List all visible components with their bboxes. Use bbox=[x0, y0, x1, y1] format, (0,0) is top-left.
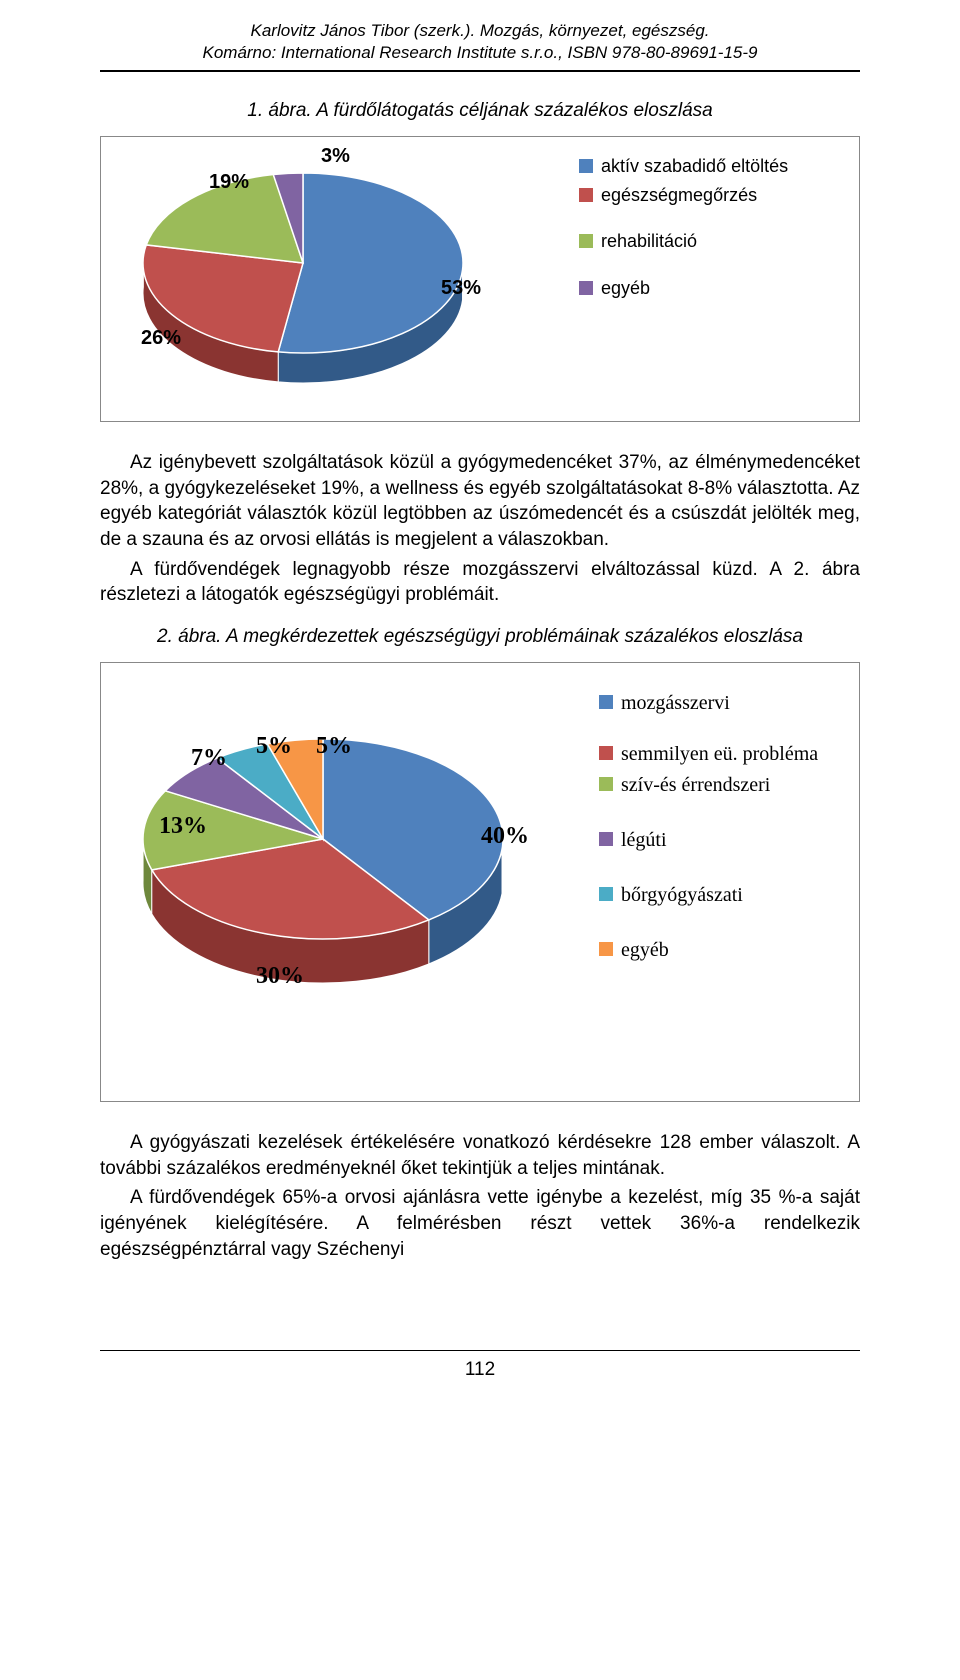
legend-item: egyéb bbox=[579, 277, 839, 300]
legend-label: mozgásszervi bbox=[621, 691, 730, 716]
legend-swatch bbox=[579, 234, 593, 248]
para-line: A fürdővendégek legnagyobb része mozgáss… bbox=[100, 557, 860, 608]
chart2-pct-40: 40% bbox=[481, 823, 529, 850]
legend-label: egészségmegőrzés bbox=[601, 184, 757, 207]
chart2-pct-13: 13% bbox=[159, 813, 207, 840]
footer-rule bbox=[100, 1350, 860, 1351]
legend-item: szív-és érrendszeri bbox=[599, 773, 839, 798]
legend-label: egyéb bbox=[621, 938, 669, 963]
legend-swatch bbox=[599, 777, 613, 791]
paragraph-1: Az igénybevett szolgáltatások közül a gy… bbox=[100, 450, 860, 608]
legend-swatch bbox=[579, 159, 593, 173]
chart1-pct-26: 26% bbox=[141, 327, 181, 350]
page-number: 112 bbox=[0, 1359, 960, 1381]
chart1-caption: 1. ábra. A fürdőlátogatás céljának száza… bbox=[100, 100, 860, 122]
legend-label: egyéb bbox=[601, 277, 650, 300]
legend-item: egyéb bbox=[599, 938, 839, 963]
legend-swatch bbox=[599, 746, 613, 760]
para-line: A fürdővendégek 65%-a orvosi ajánlásra v… bbox=[100, 1185, 860, 1262]
legend-item: aktív szabadidő eltöltés bbox=[579, 155, 839, 178]
chart2-pct-5a: 5% bbox=[256, 733, 292, 760]
chart1-legend: aktív szabadidő eltöltés egészségmegőrzé… bbox=[579, 155, 839, 305]
chart1-container: 53% 26% 19% 3% aktív szabadidő eltöltés … bbox=[100, 136, 860, 422]
chart2-caption: 2. ábra. A megkérdezettek egészségügyi p… bbox=[100, 626, 860, 648]
legend-item: egészségmegőrzés bbox=[579, 184, 839, 207]
legend-item: légúti bbox=[599, 828, 839, 853]
chart2-pct-5b: 5% bbox=[316, 733, 352, 760]
page-header: Karlovitz János Tibor (szerk.). Mozgás, … bbox=[100, 20, 860, 72]
legend-item: rehabilitáció bbox=[579, 230, 839, 253]
chart2-legend: mozgásszervi semmilyen eü. probléma szív… bbox=[599, 691, 839, 969]
paragraph-2: A gyógyászati kezelések értékelésére von… bbox=[100, 1130, 860, 1262]
page: Karlovitz János Tibor (szerk.). Mozgás, … bbox=[0, 0, 960, 1320]
chart2-pct-30: 30% bbox=[256, 963, 304, 990]
chart2-pct-7: 7% bbox=[191, 745, 227, 772]
chart1-pct-3: 3% bbox=[321, 145, 350, 168]
chart1-pie bbox=[137, 167, 469, 389]
header-line-1: Karlovitz János Tibor (szerk.). Mozgás, … bbox=[100, 20, 860, 42]
para-line: A gyógyászati kezelések értékelésére von… bbox=[100, 1130, 860, 1181]
legend-label: légúti bbox=[621, 828, 667, 853]
para-line: Az igénybevett szolgáltatások közül a gy… bbox=[100, 450, 860, 553]
chart2-container: 40% 30% 13% 7% 5% 5% mozgásszervi semmil… bbox=[100, 662, 860, 1102]
legend-item: bőrgyógyászati bbox=[599, 883, 839, 908]
legend-swatch bbox=[599, 887, 613, 901]
legend-label: szív-és érrendszeri bbox=[621, 773, 770, 798]
chart1-pct-19: 19% bbox=[209, 171, 249, 194]
header-line-2: Komárno: International Research Institut… bbox=[100, 42, 860, 64]
legend-label: rehabilitáció bbox=[601, 230, 697, 253]
legend-item: mozgásszervi bbox=[599, 691, 839, 716]
legend-swatch bbox=[579, 188, 593, 202]
legend-label: bőrgyógyászati bbox=[621, 883, 743, 908]
legend-swatch bbox=[599, 942, 613, 956]
legend-swatch bbox=[599, 695, 613, 709]
legend-item: semmilyen eü. probléma bbox=[599, 742, 839, 767]
legend-label: semmilyen eü. probléma bbox=[621, 742, 818, 767]
legend-label: aktív szabadidő eltöltés bbox=[601, 155, 788, 178]
legend-swatch bbox=[579, 281, 593, 295]
legend-swatch bbox=[599, 832, 613, 846]
chart1-pct-53: 53% bbox=[441, 277, 481, 300]
